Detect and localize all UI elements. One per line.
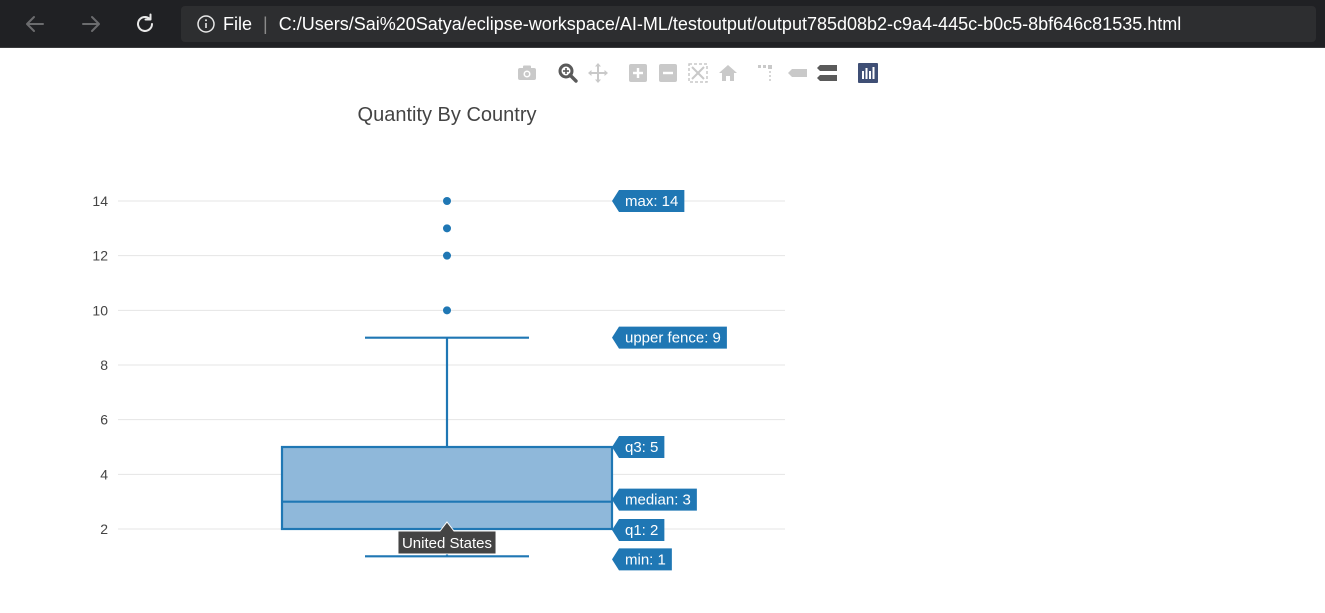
hover-label-median: median: 3 — [612, 488, 697, 511]
hover-label-text: max: 14 — [625, 193, 678, 210]
hover-label-bg — [612, 326, 727, 349]
zoom-icon[interactable] — [557, 62, 579, 84]
info-icon[interactable] — [197, 15, 215, 33]
y-tick-label: 10 — [92, 302, 108, 318]
hover-label-text: q1: 2 — [625, 522, 658, 539]
chart-area: Quantity By Country 2 4 6 8 10 12 14 max: 14 up… — [0, 48, 1325, 609]
file-scheme-label: File — [223, 13, 253, 34]
x-tooltip-bg — [397, 521, 497, 555]
hover-label-bg — [612, 436, 665, 458]
hover-label-max: max: 14 — [612, 190, 685, 212]
address-bar[interactable]: File | C:/Users/Sai%20Satya/eclipse-work… — [181, 6, 1316, 42]
reload-icon — [137, 13, 153, 32]
camera-icon[interactable] — [516, 62, 538, 84]
y-tick-label: 2 — [100, 521, 108, 537]
outlier-point[interactable] — [443, 306, 451, 315]
url-text[interactable]: C:/Users/Sai%20Satya/eclipse-workspace/A… — [278, 13, 1182, 34]
reload-button[interactable] — [131, 10, 159, 38]
hover-label-bg — [612, 190, 685, 212]
hover-label-bg — [612, 548, 672, 571]
hover-label-min: min: 1 — [612, 548, 672, 571]
forward-button[interactable] — [77, 10, 105, 38]
pan-icon[interactable] — [587, 62, 609, 84]
y-axis: 2 4 6 8 10 12 14 — [92, 193, 108, 537]
hover-label-text: q3: 5 — [625, 439, 658, 456]
outlier-point[interactable] — [443, 251, 451, 260]
zoom-out-icon[interactable] — [657, 62, 679, 84]
hover-label-upper-fence: upper fence: 9 — [612, 326, 727, 349]
hover-label-q3: q3: 5 — [612, 436, 665, 458]
hover-label-text: upper fence: 9 — [625, 330, 721, 347]
hover-compare-icon[interactable] — [816, 62, 838, 84]
home-icon[interactable] — [717, 62, 739, 84]
hover-labels: max: 14 upper fence: 9 q3: 5 median: 3 q1: 2… — [397, 190, 727, 571]
box-plot-svg[interactable]: Quantity By Country 2 4 6 8 10 12 14 max: 14 up… — [0, 48, 1325, 609]
y-tick-label: 14 — [92, 193, 108, 209]
hover-closest-icon[interactable] — [787, 62, 809, 84]
y-tick-label: 6 — [100, 412, 108, 428]
arrow-right-icon — [82, 16, 100, 32]
outlier-point[interactable] — [443, 197, 451, 205]
x-tooltip-text: United States — [402, 535, 492, 552]
hover-label-bg — [612, 488, 697, 511]
address-separator: | — [263, 13, 268, 34]
y-tick-label: 4 — [100, 466, 108, 482]
modebar — [516, 62, 886, 86]
chart-title: Quantity By Country — [358, 104, 537, 126]
outlier-point[interactable] — [443, 224, 451, 233]
hover-label-q1: q1: 2 — [612, 519, 665, 541]
arrow-left-icon — [26, 16, 44, 32]
spikelines-icon[interactable] — [756, 62, 778, 84]
browser-toolbar: File | C:/Users/Sai%20Satya/eclipse-work… — [0, 0, 1325, 48]
y-tick-label: 8 — [100, 357, 108, 373]
zoom-in-icon[interactable] — [627, 62, 649, 84]
hover-label-text: min: 1 — [625, 551, 666, 568]
hover-label-bg — [612, 519, 665, 541]
iqr-box[interactable] — [280, 445, 614, 531]
box-trace[interactable] — [280, 197, 614, 558]
x-tooltip: United States — [397, 521, 497, 555]
plotly-logo-icon[interactable] — [857, 62, 879, 84]
y-tick-label: 12 — [92, 248, 108, 264]
hover-label-text: median: 3 — [625, 492, 691, 509]
back-button[interactable] — [21, 10, 49, 38]
autoscale-icon[interactable] — [687, 62, 709, 84]
